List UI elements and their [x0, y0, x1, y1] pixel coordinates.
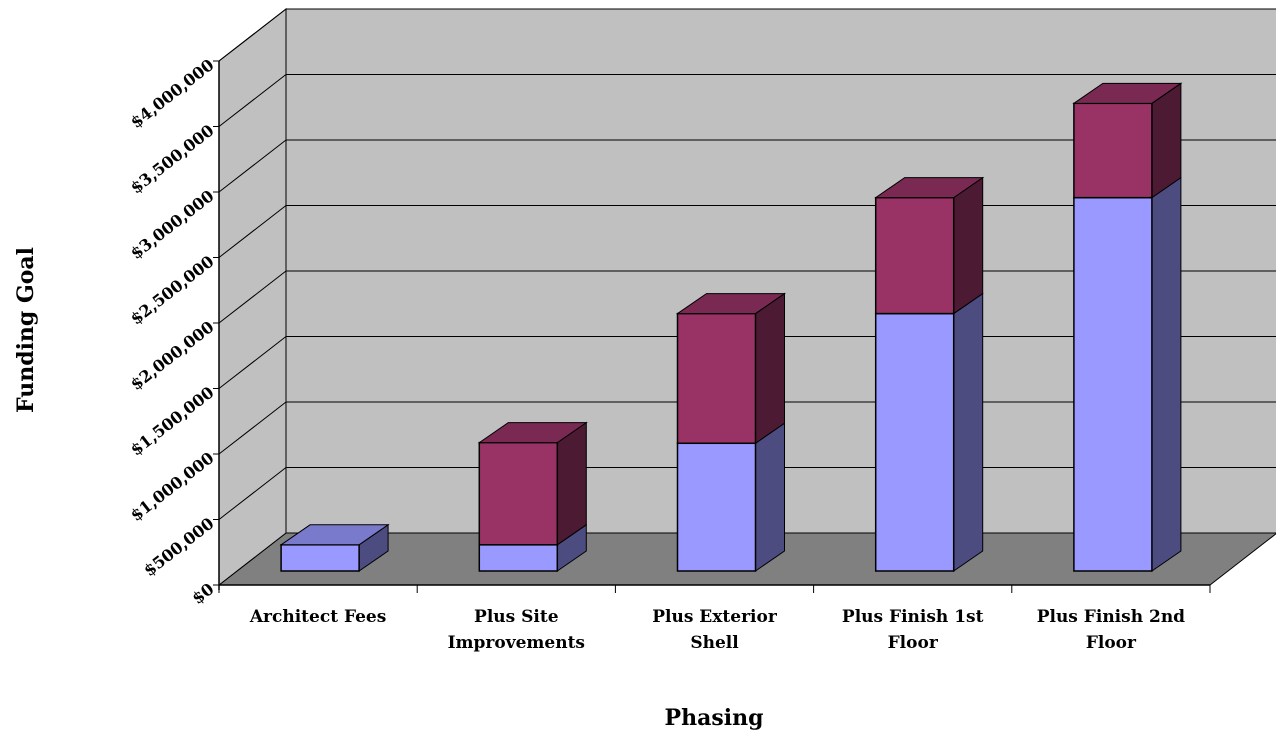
bar-side-2-series2 [755, 292, 785, 445]
x-tick-label-line: Floor [1086, 633, 1137, 653]
gridline-side [218, 336, 287, 389]
bar-side-3-series2 [953, 176, 984, 315]
bar-2-series2 [676, 312, 757, 445]
bar-1-series1 [478, 544, 559, 572]
x-tick-label-line: Architect Fees [249, 607, 386, 627]
x-tick-label: Plus Finish 1st Floor [842, 607, 984, 653]
bar-1-series2 [478, 441, 559, 546]
bars [279, 82, 1183, 572]
x-tick-label-line: Plus Site [474, 607, 559, 627]
bar-4-series2 [1073, 102, 1153, 199]
x-tick-label-line: Floor [888, 633, 939, 653]
category-labels: Architect Fees Plus Site ImprovementsPlus … [249, 607, 1185, 653]
y-tick-labels: $0$500,000$1,000,000$1,500,000$2,000,000… [127, 55, 218, 608]
x-tick-label: Architect Fees [249, 607, 386, 627]
x-tick-label-line: Plus Finish 2nd [1037, 607, 1185, 627]
gridline-side [218, 74, 287, 127]
bar-side-3-series1 [953, 292, 984, 572]
bar-top-2-series2 [675, 293, 787, 315]
bar-side-2-series1 [755, 422, 785, 572]
x-tick-label-line: Improvements [448, 633, 585, 653]
y-tick-label: $2,500,000 [127, 252, 218, 329]
bar-top-0-series1 [279, 524, 390, 546]
gridline-side [218, 8, 287, 62]
gridline-side [218, 467, 287, 520]
bar-top-3-series2 [874, 177, 985, 199]
y-tick-label: $2,000,000 [127, 317, 218, 394]
y-tick-label: $500,000 [140, 514, 217, 580]
y-tick-label: $1,500,000 [127, 383, 218, 460]
x-axis-title: Phasing [665, 705, 764, 731]
bar-top-1-series2 [477, 422, 588, 444]
axes [213, 60, 1211, 593]
bar-2-series1 [676, 442, 757, 572]
y-tick-label: $3,500,000 [127, 121, 218, 198]
bar-top-4-series2 [1072, 82, 1183, 104]
y-tick-label: $1,000,000 [127, 448, 218, 525]
x-tick-label-line: Shell [690, 633, 739, 653]
bar-side-4-series1 [1151, 176, 1182, 572]
y-tick-label: $0 [188, 579, 217, 608]
bar-3-series1 [874, 312, 955, 572]
gridline-side [218, 205, 287, 258]
bar-side-1-series2 [556, 421, 587, 546]
y-axis-title: Funding Goal [13, 247, 39, 413]
gridline-side [218, 401, 287, 455]
bar-4-series1 [1073, 196, 1153, 572]
gridline-side [218, 270, 287, 324]
x-tick-label: Plus Finish 2nd Floor [1037, 607, 1185, 653]
x-tick-label: Plus Site Improvements [448, 607, 585, 653]
x-tick-label-line: Plus Finish 1st [842, 607, 984, 627]
bar-3-series2 [874, 196, 955, 315]
y-tick-label: $4,000,000 [127, 55, 218, 132]
x-tick-label: Plus Exterior Shell [652, 607, 778, 653]
x-tick-label-line: Plus Exterior [652, 607, 778, 627]
gridline-side [218, 139, 287, 193]
bar-0-series1 [280, 544, 360, 572]
y-tick-label: $3,000,000 [127, 186, 218, 263]
